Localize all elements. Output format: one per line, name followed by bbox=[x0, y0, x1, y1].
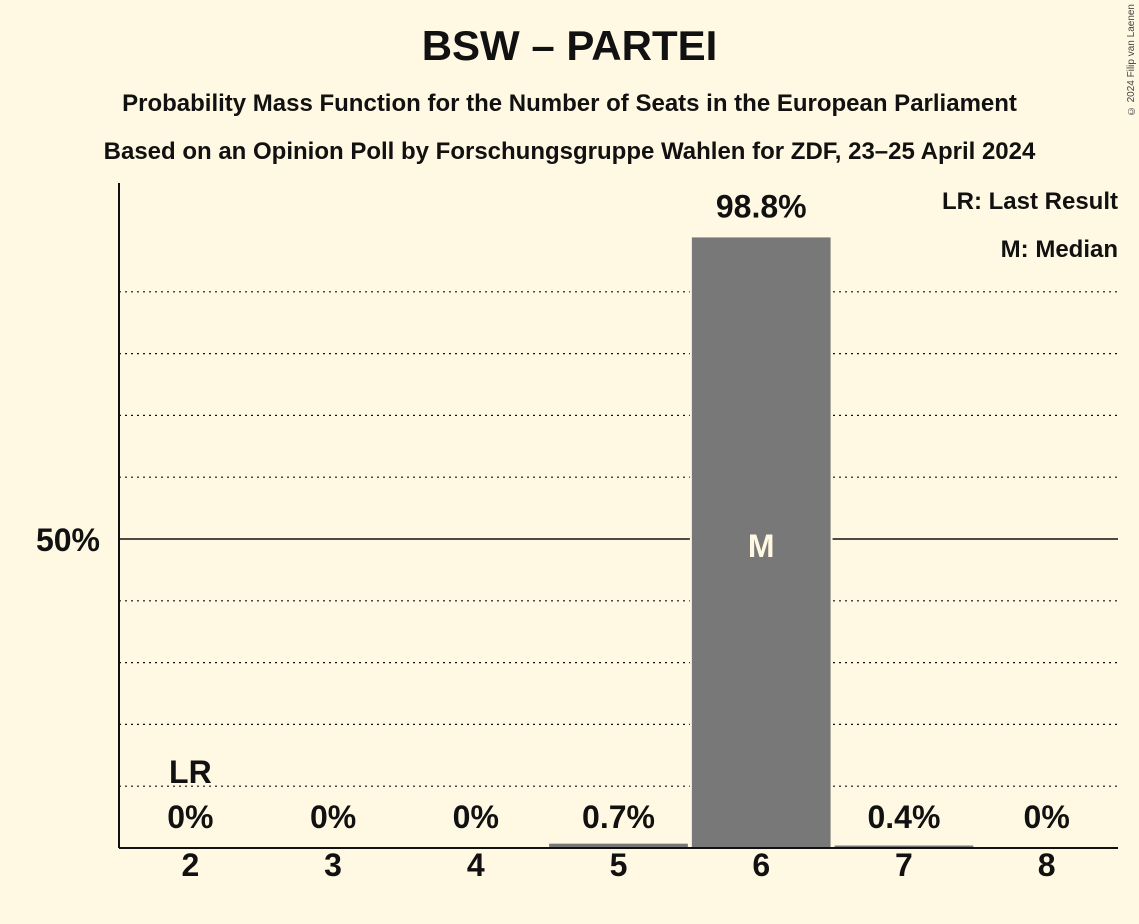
legend-last-result: LR: Last Result bbox=[942, 188, 1118, 215]
bars bbox=[547, 237, 976, 848]
last-result-marker: LR bbox=[169, 754, 212, 790]
chart-title: BSW – PARTEI bbox=[421, 22, 718, 69]
x-tick-label: 6 bbox=[752, 847, 770, 883]
data-label: 0% bbox=[1024, 799, 1070, 835]
x-tick-label: 4 bbox=[467, 847, 485, 883]
data-label: 98.8% bbox=[716, 188, 807, 224]
data-label: 0% bbox=[310, 799, 356, 835]
bar-6 bbox=[691, 237, 831, 848]
bar-5 bbox=[549, 843, 688, 848]
data-label: 0.7% bbox=[582, 799, 655, 835]
x-tick-label: 3 bbox=[324, 847, 342, 883]
data-label: 0% bbox=[453, 799, 499, 835]
chart-subtitle-2: Based on an Opinion Poll by Forschungsgr… bbox=[103, 138, 1036, 165]
data-label: 0.4% bbox=[867, 799, 940, 835]
labels: 50% 2 0% LR 3 0% 4 0% 5 0.7% 6 98.8% M 7 0.4% 8 0% bbox=[36, 188, 1070, 883]
x-tick-label: 5 bbox=[610, 847, 628, 883]
y-tick-label: 50% bbox=[36, 522, 100, 558]
legend-median: M: Median bbox=[1001, 236, 1118, 263]
median-marker: M bbox=[748, 528, 775, 564]
data-label: 0% bbox=[167, 799, 213, 835]
axes bbox=[118, 183, 1118, 849]
x-tick-label: 2 bbox=[181, 847, 199, 883]
bar-7 bbox=[834, 845, 974, 848]
x-tick-label: 8 bbox=[1038, 847, 1056, 883]
x-tick-label: 7 bbox=[895, 847, 913, 883]
gridlines bbox=[119, 291, 1118, 787]
chart-subtitle-1: Probability Mass Function for the Number… bbox=[122, 90, 1017, 117]
